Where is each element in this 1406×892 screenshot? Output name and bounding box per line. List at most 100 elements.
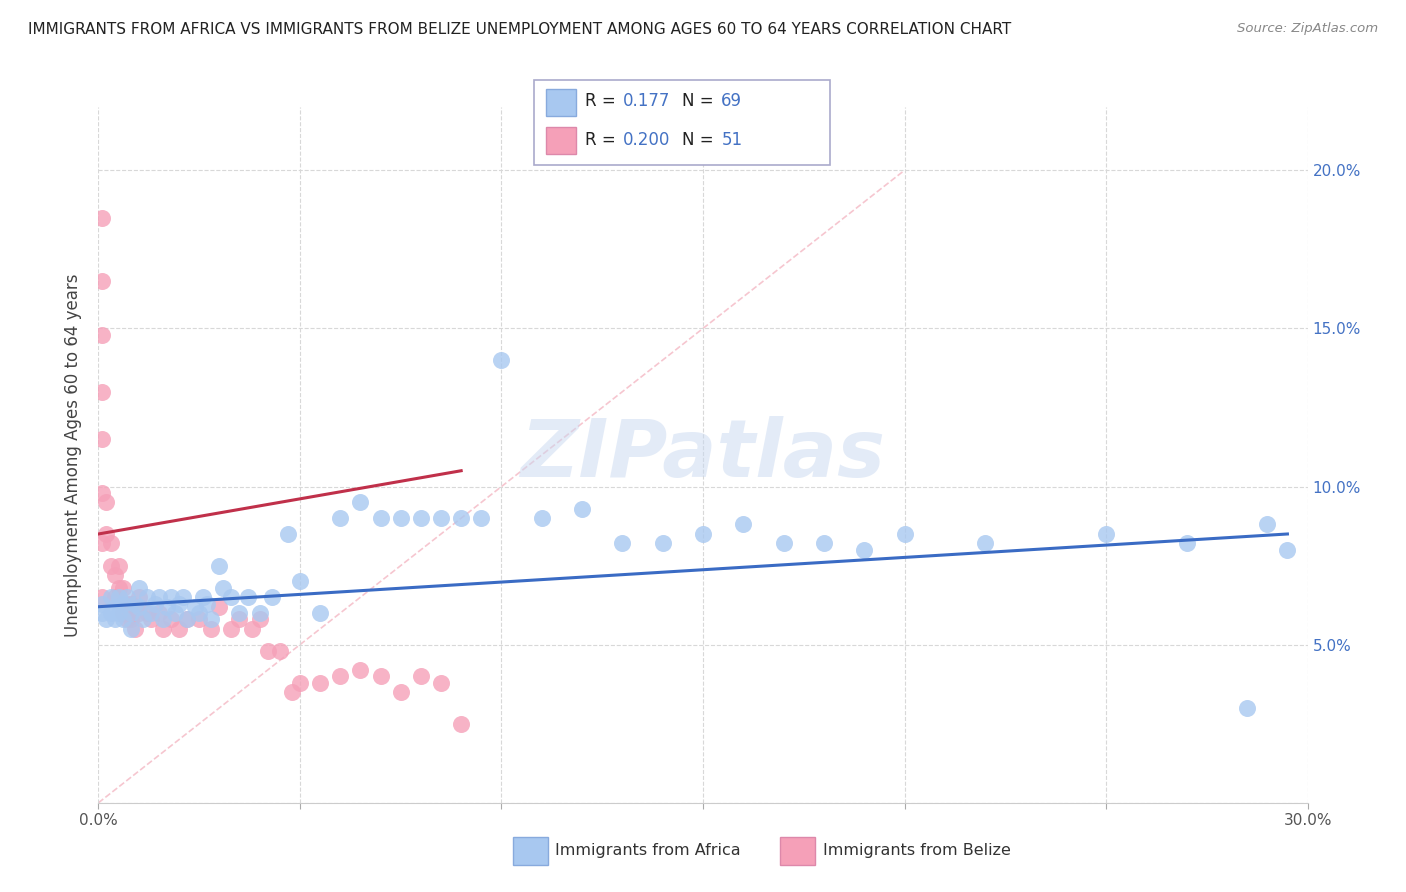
Point	[107, 581, 129, 595]
Point	[128, 581, 150, 595]
Point	[91, 591, 114, 605]
Point	[208, 599, 231, 614]
Point	[172, 591, 194, 605]
Point	[96, 527, 118, 541]
Point	[329, 669, 352, 683]
Point	[813, 536, 835, 550]
Point	[349, 663, 371, 677]
Point	[188, 612, 211, 626]
Text: N =: N =	[682, 131, 718, 149]
Point	[103, 591, 125, 605]
Point	[120, 597, 142, 611]
Point	[143, 597, 166, 611]
Text: 0.200: 0.200	[623, 131, 671, 149]
Point	[135, 591, 157, 605]
Text: 0.177: 0.177	[623, 92, 671, 110]
Point	[370, 511, 392, 525]
Point	[111, 581, 134, 595]
Point	[893, 527, 915, 541]
Point	[193, 591, 215, 605]
Point	[409, 669, 432, 683]
Point	[309, 675, 332, 690]
Point	[530, 511, 553, 525]
Point	[288, 675, 311, 690]
Point	[450, 716, 472, 731]
Point	[1256, 517, 1278, 532]
Point	[240, 622, 263, 636]
Point	[974, 536, 997, 550]
Point	[167, 622, 190, 636]
Point	[349, 495, 371, 509]
Point	[409, 511, 432, 525]
Text: IMMIGRANTS FROM AFRICA VS IMMIGRANTS FROM BELIZE UNEMPLOYMENT AMONG AGES 60 TO 6: IMMIGRANTS FROM AFRICA VS IMMIGRANTS FRO…	[28, 22, 1011, 37]
Point	[91, 274, 114, 288]
Point	[228, 606, 250, 620]
Point	[329, 511, 352, 525]
Point	[195, 597, 218, 611]
Text: Immigrants from Belize: Immigrants from Belize	[823, 844, 1011, 858]
Text: 69: 69	[721, 92, 742, 110]
Point	[277, 527, 299, 541]
Point	[1277, 542, 1299, 557]
Point	[470, 511, 492, 525]
Point	[91, 606, 114, 620]
Point	[139, 606, 162, 620]
Text: ZIPatlas: ZIPatlas	[520, 416, 886, 494]
Point	[176, 612, 198, 626]
Point	[733, 517, 755, 532]
Point	[107, 591, 129, 605]
Point	[128, 591, 150, 605]
Point	[91, 486, 114, 500]
Point	[221, 622, 243, 636]
Point	[612, 536, 634, 550]
Point	[107, 606, 129, 620]
Point	[212, 581, 235, 595]
Point	[91, 597, 114, 611]
Point	[188, 606, 211, 620]
Point	[115, 612, 138, 626]
Point	[132, 612, 155, 626]
Point	[152, 612, 174, 626]
Point	[139, 612, 162, 626]
Point	[370, 669, 392, 683]
Point	[491, 353, 513, 368]
Y-axis label: Unemployment Among Ages 60 to 64 years: Unemployment Among Ages 60 to 64 years	[65, 273, 83, 637]
Point	[96, 612, 118, 626]
Point	[124, 597, 146, 611]
Point	[115, 597, 138, 611]
Point	[288, 574, 311, 589]
Point	[200, 612, 222, 626]
Point	[100, 536, 122, 550]
Point	[103, 612, 125, 626]
Point	[176, 612, 198, 626]
Text: 51: 51	[721, 131, 742, 149]
Point	[260, 591, 283, 605]
Point	[91, 211, 114, 225]
Point	[135, 606, 157, 620]
Text: R =: R =	[585, 131, 621, 149]
Point	[111, 612, 134, 626]
Point	[309, 606, 332, 620]
Point	[156, 599, 179, 614]
Point	[200, 622, 222, 636]
Point	[389, 685, 412, 699]
Point	[100, 591, 122, 605]
Text: R =: R =	[585, 92, 621, 110]
Point	[281, 685, 304, 699]
Point	[1095, 527, 1118, 541]
Point	[152, 622, 174, 636]
Text: Immigrants from Africa: Immigrants from Africa	[555, 844, 741, 858]
Point	[103, 568, 125, 582]
Point	[236, 591, 259, 605]
Point	[100, 558, 122, 573]
Point	[128, 606, 150, 620]
Point	[228, 612, 250, 626]
Point	[115, 591, 138, 605]
Point	[269, 644, 291, 658]
Point	[651, 536, 673, 550]
Point	[91, 327, 114, 342]
Point	[160, 612, 183, 626]
Text: Source: ZipAtlas.com: Source: ZipAtlas.com	[1237, 22, 1378, 36]
Point	[430, 511, 453, 525]
Point	[120, 622, 142, 636]
